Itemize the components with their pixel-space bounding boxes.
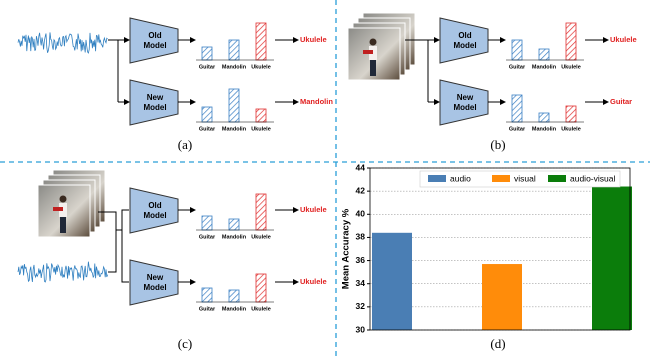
class-label: Mandolin bbox=[222, 234, 247, 240]
model-label-box: New Model bbox=[138, 80, 172, 125]
class-label: Mandolin bbox=[222, 306, 247, 312]
class-score bbox=[256, 109, 266, 122]
person-legs bbox=[370, 60, 376, 76]
panel-label: (a) bbox=[178, 137, 192, 152]
class-label: Ukulele bbox=[251, 234, 271, 240]
class-score bbox=[512, 95, 522, 122]
model-label: Old Model bbox=[140, 188, 170, 221]
model-label-box: New Model bbox=[138, 260, 172, 305]
class-score bbox=[229, 89, 239, 122]
model-label-box: New Model bbox=[448, 80, 482, 125]
waveform bbox=[18, 32, 108, 53]
class-label: Guitar bbox=[199, 234, 216, 240]
y-axis-label: Mean Accuracy % bbox=[341, 208, 352, 289]
class-score bbox=[256, 274, 266, 302]
class-label: Guitar bbox=[509, 64, 526, 70]
legend-label: audio bbox=[450, 173, 471, 183]
model-label: New Model bbox=[140, 260, 170, 293]
y-tick-label: 38 bbox=[356, 232, 366, 242]
class-score bbox=[202, 107, 212, 122]
y-tick-label: 40 bbox=[356, 209, 366, 219]
legend-label: visual bbox=[514, 173, 536, 183]
class-label: Guitar bbox=[199, 64, 216, 70]
class-score bbox=[566, 23, 576, 60]
class-score bbox=[539, 49, 549, 60]
prediction: Mandolin bbox=[300, 97, 333, 106]
bar bbox=[372, 233, 412, 330]
prediction: Guitar bbox=[610, 97, 632, 106]
class-label: Mandolin bbox=[532, 64, 557, 70]
instrument bbox=[53, 207, 63, 211]
class-score bbox=[229, 219, 239, 230]
y-tick-label: 32 bbox=[356, 301, 366, 311]
panel-label: (d) bbox=[490, 336, 505, 351]
y-tick-label: 36 bbox=[356, 255, 366, 265]
class-label: Ukulele bbox=[561, 64, 581, 70]
legend-swatch bbox=[548, 175, 566, 182]
instrument bbox=[363, 50, 373, 54]
waveform bbox=[18, 262, 108, 282]
class-score bbox=[256, 23, 266, 60]
model-label: New Model bbox=[140, 80, 170, 113]
prediction: Ukulele bbox=[610, 35, 637, 44]
class-label: Mandolin bbox=[532, 126, 557, 132]
y-tick-label: 44 bbox=[356, 162, 366, 172]
model-label-box: Old Model bbox=[448, 18, 482, 63]
class-label: Ukulele bbox=[251, 126, 271, 132]
class-score bbox=[512, 40, 522, 60]
connector bbox=[108, 40, 118, 102]
class-label: Ukulele bbox=[251, 64, 271, 70]
panel-label: (b) bbox=[490, 137, 505, 152]
prediction: Ukulele bbox=[300, 277, 327, 286]
legend-swatch bbox=[428, 175, 446, 182]
class-score bbox=[229, 40, 239, 60]
class-score bbox=[539, 113, 549, 122]
class-label: Mandolin bbox=[222, 64, 247, 70]
class-score bbox=[229, 290, 239, 302]
class-label: Guitar bbox=[199, 306, 216, 312]
model-label-box: Old Model bbox=[138, 188, 172, 233]
class-label: Ukulele bbox=[561, 126, 581, 132]
class-label: Guitar bbox=[509, 126, 526, 132]
prediction: Ukulele bbox=[300, 205, 327, 214]
model-label: New Model bbox=[450, 80, 480, 113]
y-tick-label: 42 bbox=[356, 185, 366, 195]
class-label: Ukulele bbox=[251, 306, 271, 312]
legend-label: audio-visual bbox=[570, 173, 615, 183]
person-legs bbox=[60, 217, 66, 233]
prediction: Ukulele bbox=[300, 35, 327, 44]
person-head bbox=[60, 196, 67, 203]
model-label: Old Model bbox=[450, 18, 480, 51]
bar bbox=[592, 187, 632, 330]
legend-swatch bbox=[492, 175, 510, 182]
model-label: Old Model bbox=[140, 18, 170, 51]
class-score bbox=[256, 194, 266, 230]
y-tick-label: 34 bbox=[356, 278, 366, 288]
class-score bbox=[566, 106, 576, 122]
class-label: Guitar bbox=[199, 126, 216, 132]
class-label: Mandolin bbox=[222, 126, 247, 132]
class-score bbox=[202, 47, 212, 60]
figure: Old Model Guitar Mandolin Ukulele Ukulele New… bbox=[0, 0, 650, 356]
panel-label: (c) bbox=[178, 336, 192, 351]
y-tick-label: 30 bbox=[356, 324, 366, 334]
model-label-box: Old Model bbox=[138, 18, 172, 63]
person-head bbox=[370, 39, 377, 46]
class-score bbox=[202, 216, 212, 230]
bar bbox=[482, 264, 522, 330]
class-score bbox=[202, 288, 212, 302]
